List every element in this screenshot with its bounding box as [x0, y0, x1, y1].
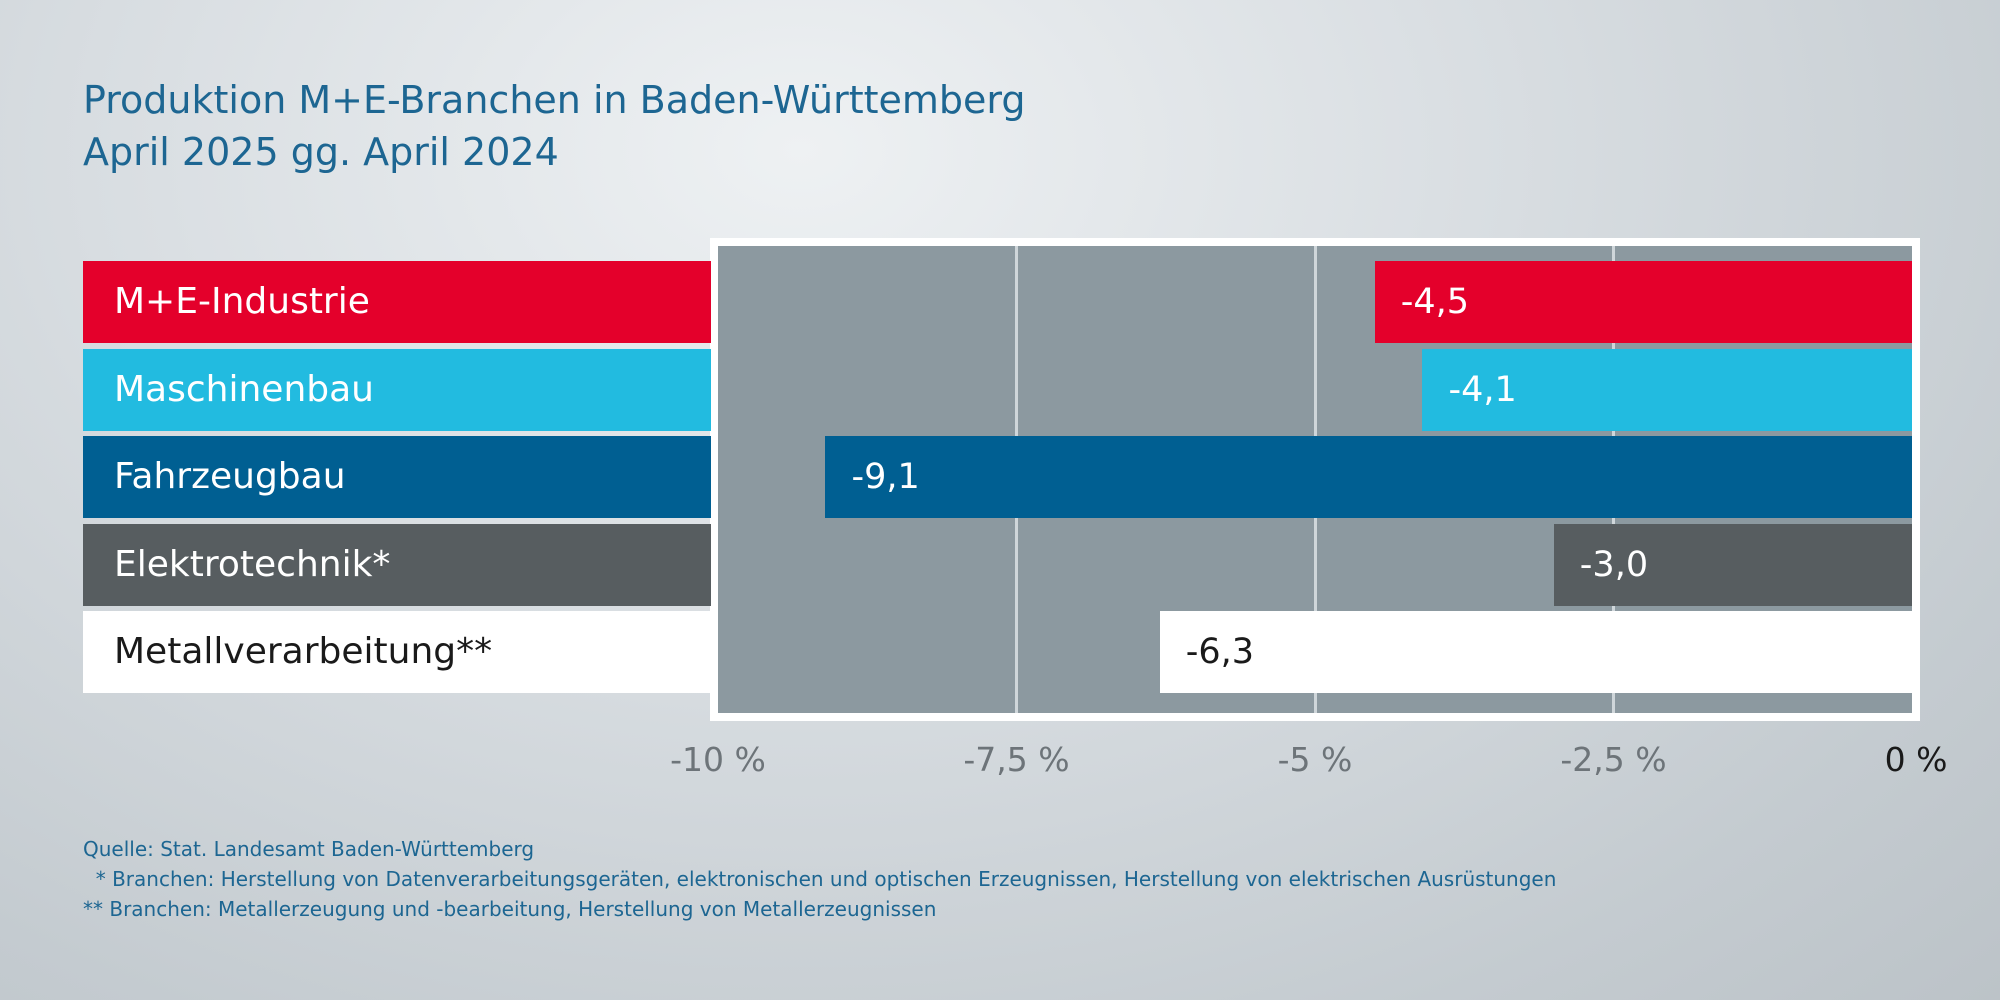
category-label: Metallverarbeitung** — [83, 611, 711, 693]
chart-title: Produktion M+E-Branchen in Baden-Württem… — [83, 78, 1026, 122]
category-label: Elektrotechnik* — [83, 523, 711, 606]
chart-subtitle: April 2025 gg. April 2024 — [83, 130, 559, 174]
category-label: Maschinenbau — [83, 348, 711, 431]
value-label: -3,0 — [1579, 544, 1649, 585]
tick-label: -7,5 % — [963, 740, 1070, 779]
value-label: -4,1 — [1448, 369, 1517, 410]
value-label: -9,1 — [851, 457, 920, 497]
chart-title-block: Produktion M+E-Branchen in Baden-Württem… — [83, 74, 1025, 178]
bar — [1374, 261, 1912, 343]
value-label: -4,5 — [1400, 282, 1469, 322]
bar — [825, 436, 1912, 518]
footnote-electro: * Branchen: Herstellung von Datenverarbe… — [83, 867, 1557, 891]
tick-label: -2,5 % — [1560, 740, 1667, 779]
value-label: -6,3 — [1185, 632, 1255, 672]
footnote-metal: ** Branchen: Metallerzeugung und -bearbe… — [83, 897, 937, 921]
bar — [1159, 611, 1912, 693]
source-note: Quelle: Stat. Landesamt Baden-Württember… — [83, 837, 535, 861]
category-label: M+E-Industrie — [83, 261, 711, 343]
tick-label: 0 % — [1884, 740, 1948, 779]
tick-label: -10 % — [670, 740, 766, 779]
bar — [1553, 523, 1912, 606]
chart-notes: Quelle: Stat. Landesamt Baden-Württember… — [83, 834, 1556, 924]
tick-label: -5 % — [1277, 740, 1353, 779]
bar — [1422, 348, 1912, 431]
category-label: Fahrzeugbau — [83, 436, 711, 518]
